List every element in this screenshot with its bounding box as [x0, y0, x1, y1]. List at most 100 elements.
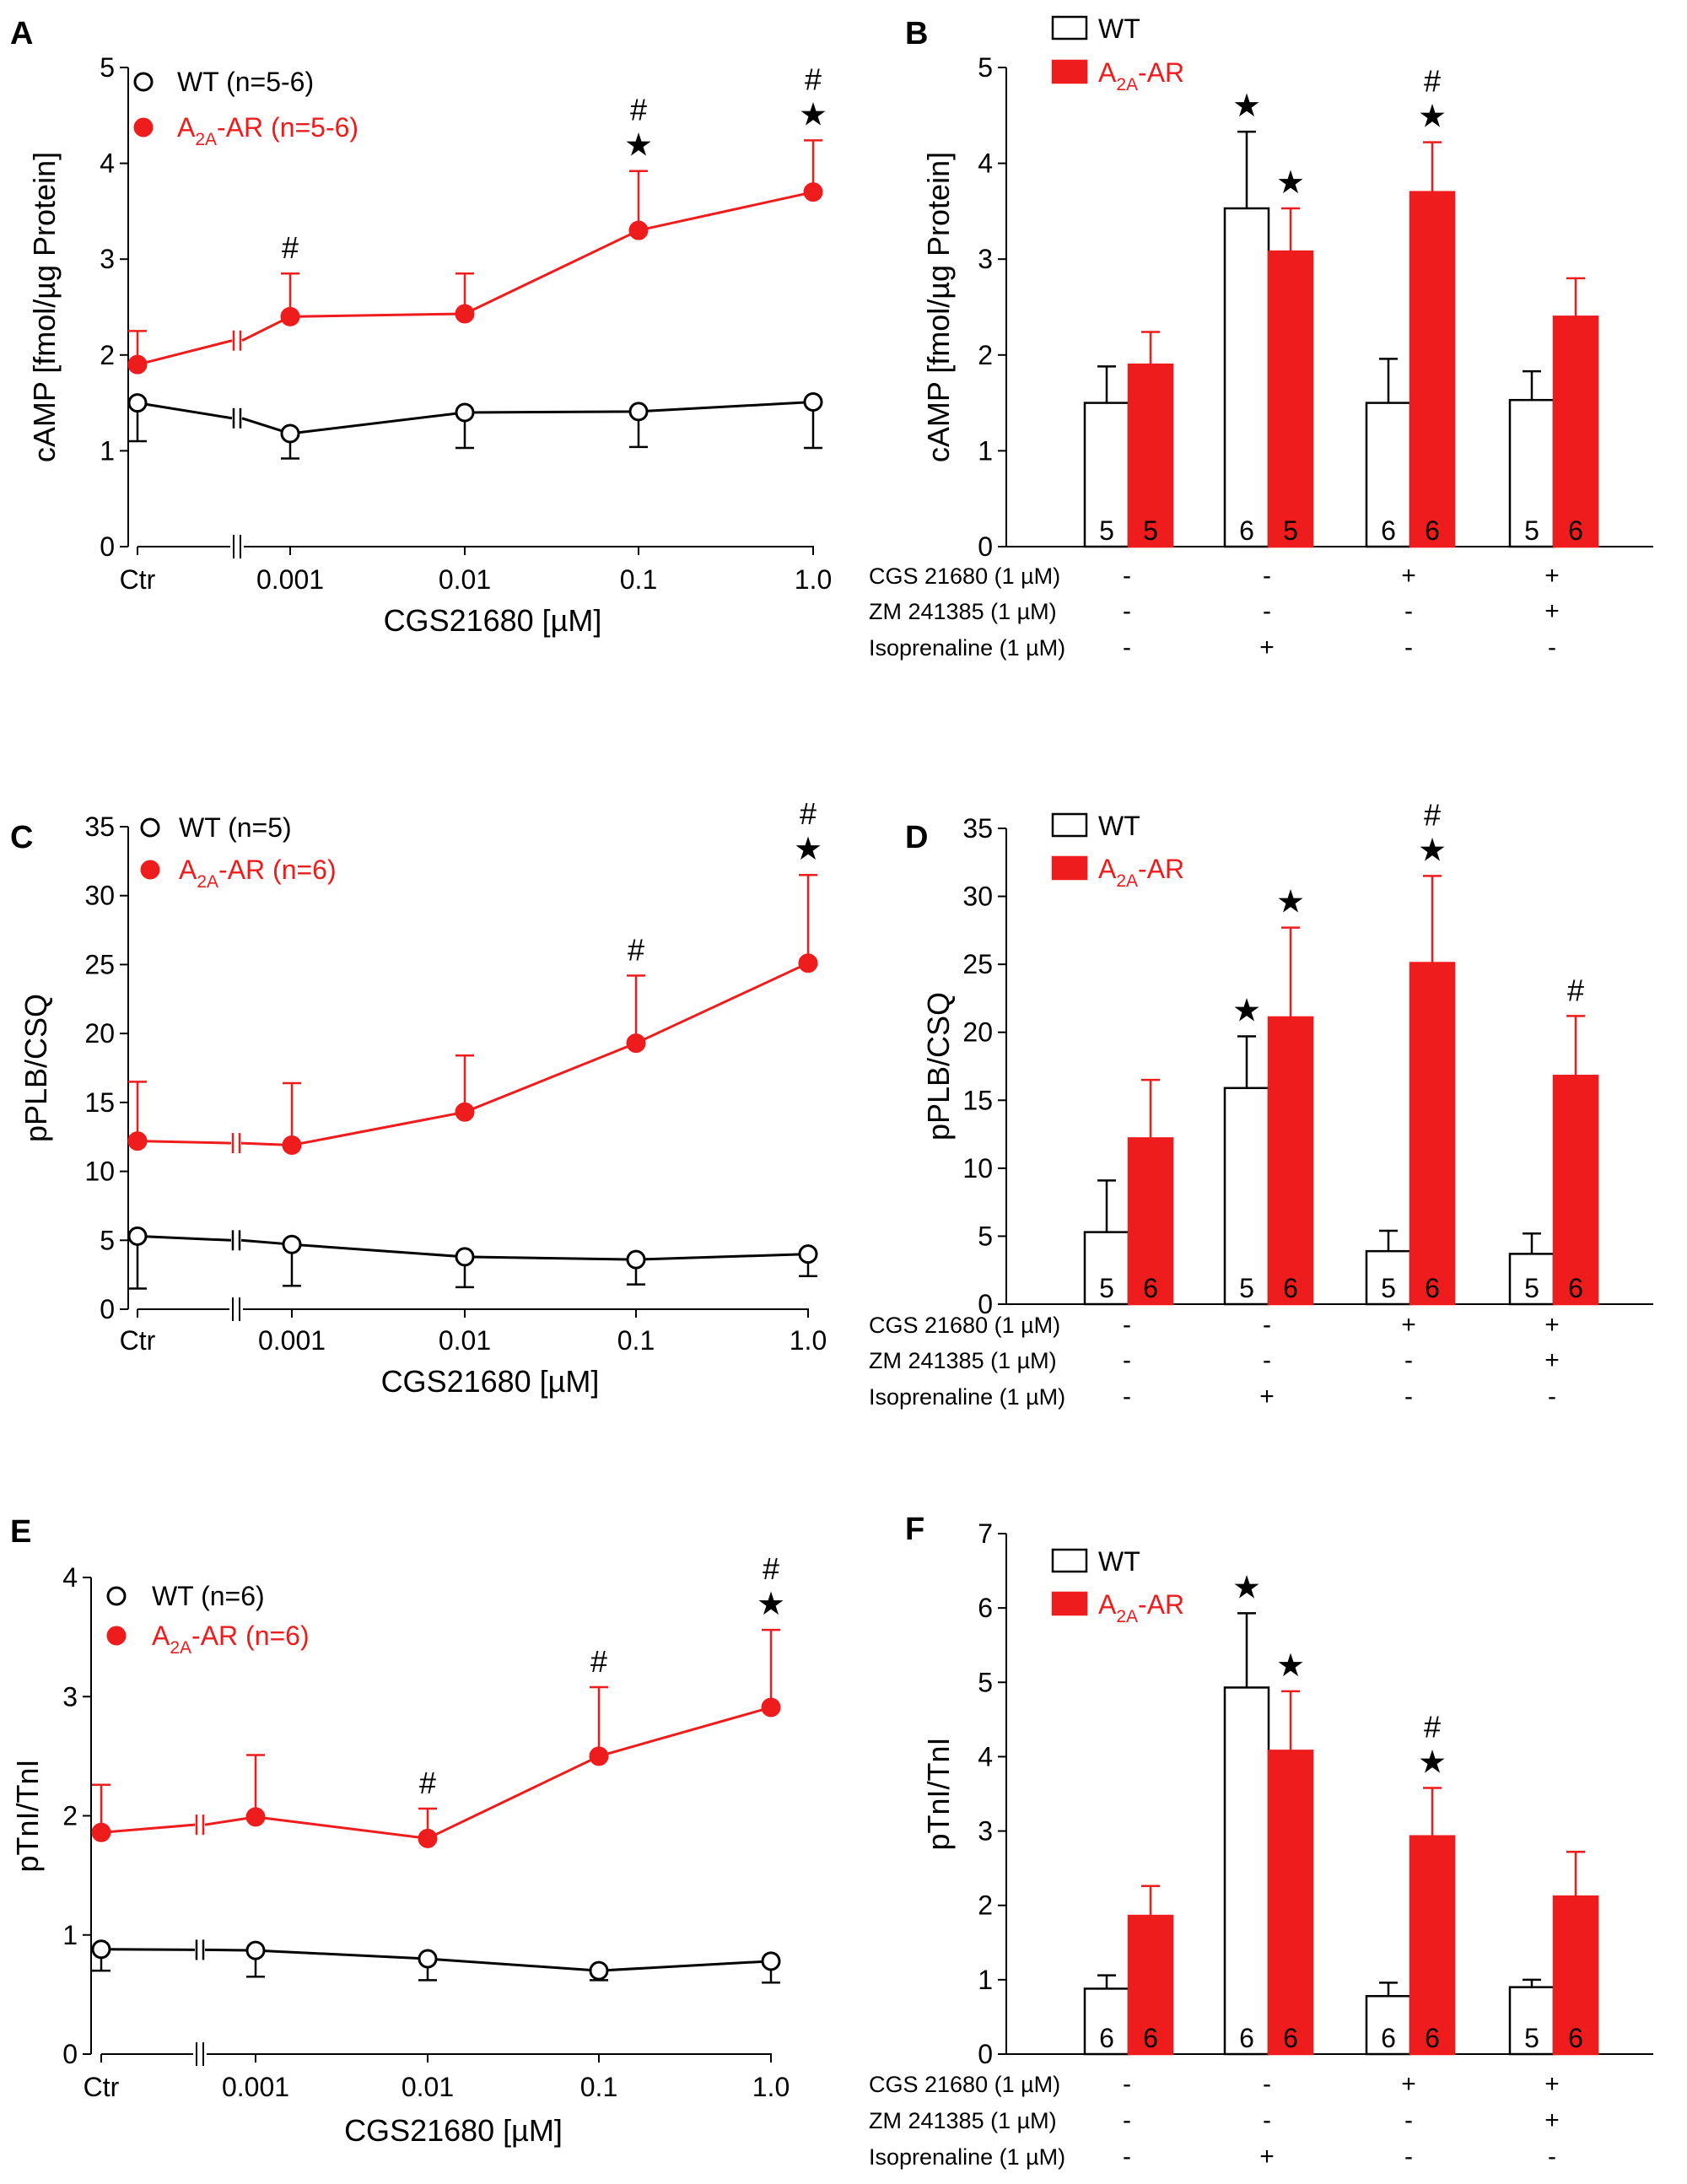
- n-label: 6: [1381, 515, 1396, 546]
- star-marker: ★: [1232, 994, 1261, 1029]
- treatment-sign: -: [1548, 2143, 1556, 2171]
- wt-bar: [1365, 1994, 1412, 2056]
- y-axis-label: pTnI/TnI: [921, 1737, 956, 1850]
- hash-marker: #: [282, 230, 299, 265]
- series-line: [241, 400, 814, 435]
- y-tick-label: 3: [100, 244, 115, 274]
- y-axis-label: pPLB/CSQ: [19, 994, 53, 1142]
- y-tick-label: 15: [962, 1085, 993, 1115]
- treatment-sign: -: [1263, 2106, 1271, 2134]
- y-tick-label: 15: [84, 1087, 115, 1118]
- series-line: [241, 191, 814, 342]
- treatment-sign: -: [1123, 1346, 1131, 1374]
- a2a-bar: [1267, 1016, 1314, 1306]
- legend-a2a-label: A2A-AR (n=5-6): [177, 112, 358, 149]
- n-label: 6: [1239, 515, 1254, 546]
- treatment-sign: +: [1401, 2070, 1416, 2098]
- panel-letter: F: [905, 1512, 924, 1547]
- legend-a2a-swatch: [1051, 1591, 1088, 1616]
- n-label: 5: [1524, 1273, 1539, 1303]
- hash-marker: #: [419, 1766, 436, 1800]
- star-marker: ★: [757, 1587, 785, 1622]
- treatment-sign: -: [1404, 2143, 1413, 2171]
- treatment-label: CGS 21680 (1 µM): [869, 564, 1060, 589]
- treatment-sign: +: [1259, 1383, 1275, 1410]
- n-label: 6: [1425, 1273, 1440, 1303]
- treatment-sign: -: [1123, 2070, 1131, 2098]
- n-label: 6: [1568, 515, 1583, 546]
- treatment-sign: +: [1401, 1311, 1416, 1339]
- series-line: [137, 339, 233, 366]
- y-tick-label: 3: [62, 1681, 78, 1712]
- a2a-point: [626, 1033, 646, 1054]
- treatment-sign: -: [1123, 634, 1131, 661]
- legend-a2a-label: A2A-AR (n=6): [179, 855, 337, 892]
- n-label: 5: [1099, 515, 1114, 546]
- star-marker: ★: [1276, 1648, 1305, 1684]
- treatment-label: Isoprenaline (1 µM): [869, 2144, 1065, 2170]
- legend-wt-label: WT (n=5): [179, 812, 292, 843]
- legend-a2a-marker: [106, 1626, 127, 1646]
- y-tick-label: 10: [962, 1153, 993, 1184]
- treatment-label: ZM 241385 (1 µM): [869, 599, 1057, 624]
- n-label: 6: [1425, 515, 1440, 546]
- y-tick-label: 5: [978, 1221, 993, 1251]
- star-marker: ★: [1276, 885, 1305, 920]
- y-tick-label: 3: [978, 1816, 993, 1847]
- legend-wt-label: WT (n=6): [152, 1581, 265, 1611]
- a2a-point: [455, 304, 475, 324]
- y-tick-label: 30: [962, 882, 993, 912]
- n-label: 6: [1099, 2023, 1114, 2053]
- a2a-bar: [1409, 962, 1456, 1306]
- series-line: [240, 1238, 809, 1261]
- treatment-label: ZM 241385 (1 µM): [869, 1348, 1057, 1373]
- y-tick-label: 35: [962, 813, 993, 844]
- legend-wt-label: WT (n=5-6): [177, 67, 314, 97]
- series-line: [100, 1823, 196, 1834]
- x-tick-label: Ctr: [120, 1325, 156, 1356]
- legend-wt-label: WT: [1098, 1546, 1140, 1577]
- panel-letter: B: [905, 16, 928, 51]
- legend-wt-label: WT: [1098, 811, 1140, 841]
- legend-a2a-swatch: [1051, 59, 1088, 84]
- panel-c: C 0 5 10 15 20 25 30 35 pPLB/CSQ Ctr 0.001 0.01 0.1 1.…: [10, 796, 827, 1399]
- wt-bar: [1223, 1087, 1270, 1306]
- a2a-point: [245, 1807, 266, 1827]
- n-label: 6: [1568, 1273, 1583, 1303]
- treatment-sign: -: [1123, 1383, 1131, 1410]
- wt-point: [589, 1960, 609, 1981]
- legend-wt-swatch: [1051, 1548, 1088, 1573]
- x-tick-label: 0.01: [439, 564, 491, 595]
- treatment-sign: -: [1263, 562, 1271, 590]
- treatment-label: Isoprenaline (1 µM): [869, 1384, 1065, 1410]
- treatment-sign: +: [1259, 2143, 1275, 2171]
- x-tick-label: Ctr: [120, 564, 156, 595]
- n-label: 5: [1143, 515, 1158, 546]
- x-tick-label: 0.1: [620, 564, 657, 595]
- n-label: 6: [1283, 2023, 1298, 2053]
- panel-letter: C: [10, 820, 33, 855]
- n-label: 6: [1381, 2023, 1396, 2053]
- wt-bar: [1083, 1987, 1130, 2056]
- wt-point: [628, 402, 649, 422]
- a2a-point: [127, 1131, 148, 1151]
- legend-a2a-label: A2A-AR: [1098, 854, 1184, 891]
- legend-wt-marker: [140, 817, 160, 838]
- series-line: [137, 402, 233, 420]
- hash-marker: #: [1424, 64, 1441, 99]
- star-marker: ★: [1418, 1745, 1447, 1780]
- hash-marker: #: [590, 1644, 607, 1679]
- wt-point: [91, 1939, 111, 1960]
- y-tick-label: 35: [84, 812, 115, 842]
- n-label: 6: [1425, 2023, 1440, 2053]
- treatment-sign: +: [1544, 597, 1560, 625]
- n-label: 5: [1283, 515, 1298, 546]
- legend-wt-marker: [133, 72, 154, 92]
- y-axis-label: pPLB/CSQ: [921, 992, 956, 1141]
- treatment-sign: -: [1123, 1311, 1131, 1339]
- y-tick-label: 10: [84, 1157, 115, 1187]
- hash-marker: #: [1567, 973, 1584, 1007]
